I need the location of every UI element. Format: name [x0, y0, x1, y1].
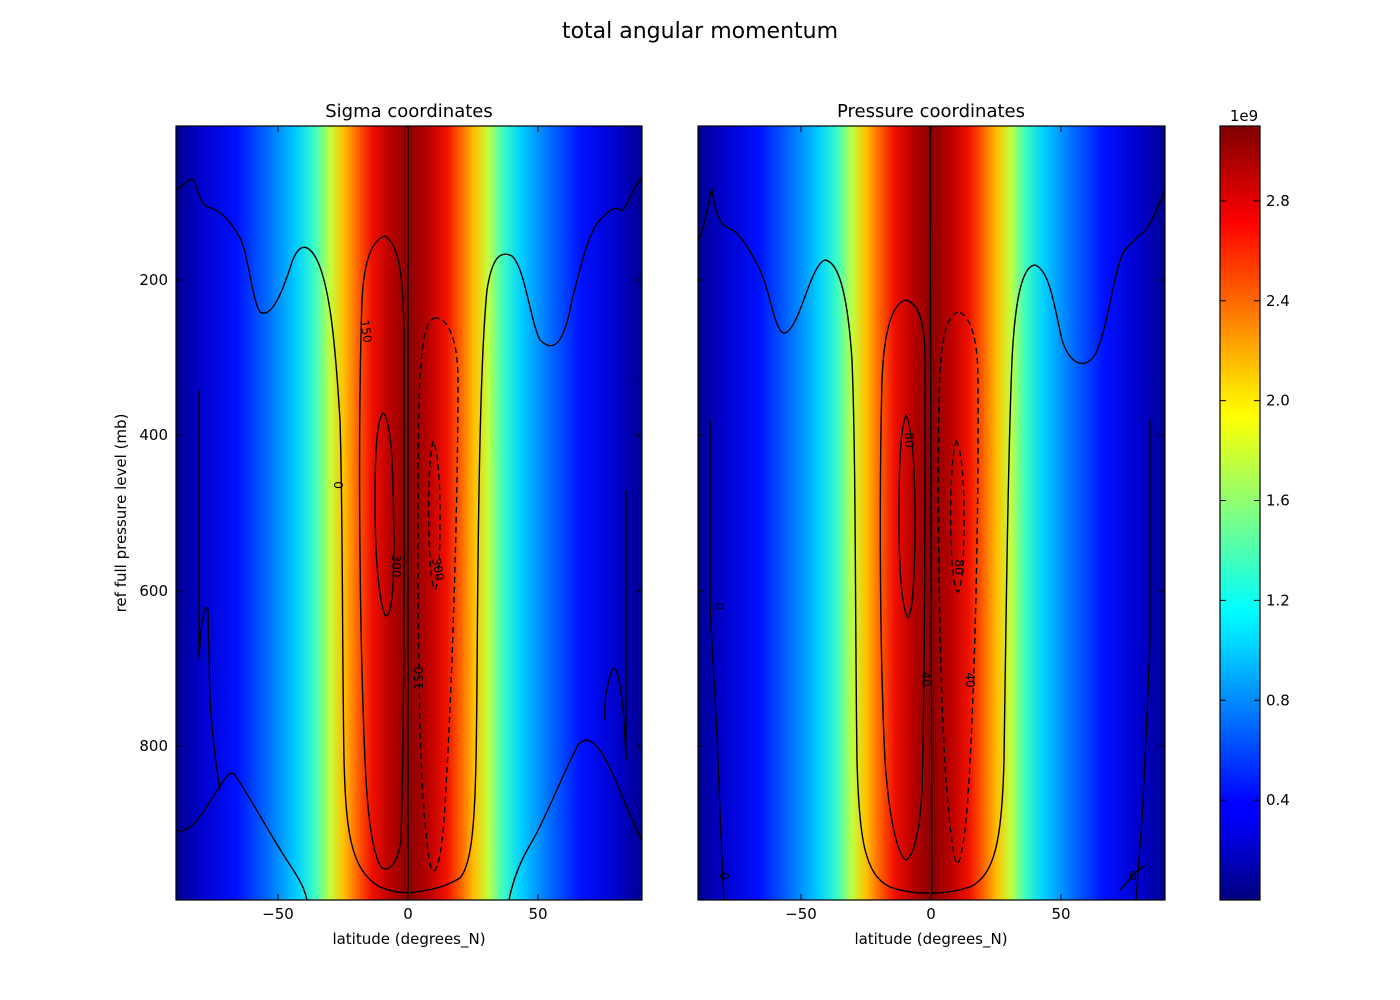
colorbar-tick-label: 1.2 — [1266, 591, 1290, 609]
yticks-sigma — [176, 279, 642, 747]
colorbar-gradient — [1219, 125, 1261, 901]
contour-40-dashed-right — [937, 311, 979, 866]
ytick-label: 600 — [139, 582, 168, 600]
contour-zero-right-edge — [604, 490, 627, 761]
colorbar-tick-label: 0.4 — [1266, 791, 1290, 809]
colorbar-tick-label: 0.8 — [1266, 691, 1290, 709]
contour-zero-left — [176, 178, 409, 894]
contour-zero-right — [931, 189, 1165, 894]
xtick-label: 0 — [403, 905, 413, 923]
xticks-pressure — [800, 126, 1062, 900]
xticks-sigma — [277, 126, 539, 900]
panel-title-pressure: Pressure coordinates — [837, 101, 1025, 122]
contour-zero-left-edge — [198, 390, 221, 791]
contour-label: 150 — [357, 319, 375, 344]
contour-300-left — [374, 412, 395, 617]
colorbar-tick-label: 2.0 — [1266, 392, 1290, 410]
xaxis-label-pressure: latitude (degrees_N) — [854, 930, 1007, 949]
contour-150-dashed-right — [417, 317, 459, 872]
ytick-label: 200 — [139, 271, 168, 289]
contour-label: 0 — [717, 872, 731, 880]
yticks-pressure — [698, 279, 1165, 747]
contour-label: 80 — [902, 432, 916, 447]
contour-zero-equator — [929, 126, 933, 896]
axes-frame-sigma — [175, 125, 643, 901]
xtick-label: −50 — [785, 905, 817, 923]
contour-label: 80 — [952, 559, 966, 574]
contour-300-dashed-right — [427, 439, 441, 592]
contour-label: 300 — [389, 555, 403, 578]
colorbar: 1e9 0.4 0.8 1.2 1.6 2.0 2.4 2.8 — [1219, 107, 1290, 901]
contours-pressure-dashed — [937, 311, 979, 866]
panel-title-sigma: Sigma coordinates — [325, 101, 493, 122]
colorbar-tick-label: 1.6 — [1266, 492, 1290, 510]
contour-80-dashed-right — [949, 437, 965, 593]
contour-zero-lower-right — [508, 739, 642, 900]
contour-label: 40 — [963, 672, 977, 687]
contour-zero-left — [698, 187, 931, 894]
xtick-label: −50 — [262, 905, 294, 923]
contour-zero-corner — [1119, 865, 1146, 891]
contour-label: 0 — [712, 602, 726, 610]
contour-label: 0 — [1129, 869, 1137, 883]
contour-zero-right-edge — [1135, 420, 1151, 900]
heatmap-sigma — [176, 126, 642, 900]
colorbar-tick-label: 2.4 — [1266, 292, 1290, 310]
panel-sigma: Sigma coordinates — [112, 101, 643, 949]
xtick-label: 50 — [1051, 905, 1070, 923]
contours-sigma-dashed — [417, 317, 459, 872]
ytick-label: 400 — [139, 426, 168, 444]
contour-zero-right — [409, 177, 642, 894]
contour-label: 150 — [412, 667, 426, 690]
contour-80-left — [898, 413, 916, 620]
figure-title: total angular momentum — [562, 19, 838, 44]
colorbar-ticks: 0.4 0.8 1.2 1.6 2.0 2.4 2.8 — [1220, 192, 1290, 809]
xtick-label: 50 — [528, 905, 547, 923]
contour-40-left — [879, 299, 926, 861]
colorbar-exponent: 1e9 — [1230, 107, 1258, 125]
yaxis-label: ref full pressure level (mb) — [112, 414, 130, 613]
panel-pressure: Pressure coordinates 0 80 40 80 40 0 0 — [697, 101, 1166, 949]
colorbar-tick-label: 2.8 — [1266, 192, 1290, 210]
contour-zero-lower-left — [176, 772, 308, 900]
contour-label: 40 — [919, 671, 933, 686]
contour-label: 300 — [429, 557, 447, 582]
xaxis-label-sigma: latitude (degrees_N) — [332, 930, 485, 949]
contours-pressure — [698, 126, 1165, 900]
ytick-label: 800 — [139, 737, 168, 755]
contour-150-left — [358, 235, 405, 870]
contour-zero-left-edge — [709, 420, 725, 900]
contours-sigma — [176, 126, 642, 900]
xtick-label: 0 — [926, 905, 936, 923]
contour-label: 0 — [331, 481, 345, 489]
